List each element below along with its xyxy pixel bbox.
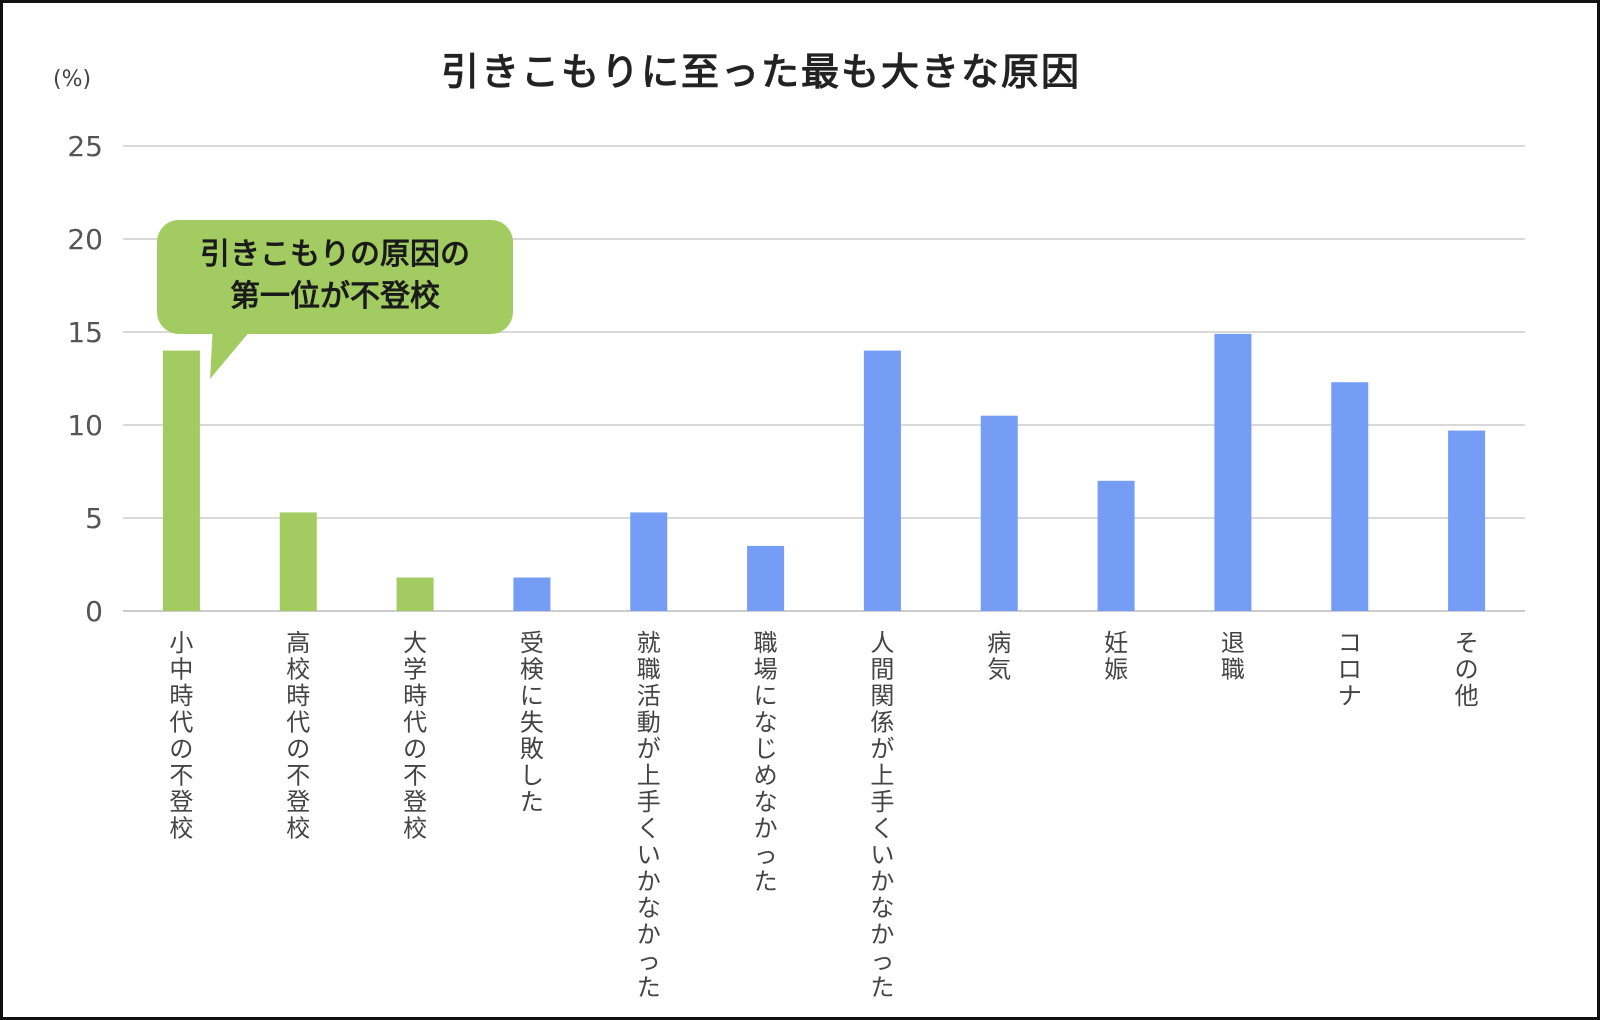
x-tick-label-5: 職場になじめなかった: [754, 629, 778, 896]
bar-11: [1448, 430, 1486, 611]
bar-3: [513, 577, 551, 611]
callout-annotation: 引きこもりの原因の 第一位が不登校: [157, 220, 513, 334]
grid-lines: [123, 145, 1525, 612]
bar-1: [279, 512, 317, 611]
bar-7: [980, 415, 1018, 611]
y-tick-label-0: 0: [85, 595, 103, 628]
bar-0: [162, 350, 200, 611]
x-tick-label-3: 受検に失敗した: [520, 629, 544, 816]
y-tick-label-15: 15: [67, 316, 103, 349]
x-tick-label-0: 小中時代の不登校: [169, 629, 193, 843]
bar-5: [747, 545, 785, 611]
bar-10: [1331, 382, 1369, 611]
bars: [162, 333, 1486, 611]
y-tick-label-20: 20: [67, 223, 103, 256]
bar-chart: 0 5 10 15 20 25 小中時代の不登校 高校時代の不登校 大学時代の不登校 受検に失敗…: [67, 130, 1525, 1002]
y-axis-ticks: 0 5 10 15 20 25: [67, 130, 103, 628]
y-axis-unit: (%): [53, 67, 92, 92]
bar-4: [630, 512, 668, 611]
x-tick-label-7: 病気: [987, 629, 1011, 684]
bar-9: [1214, 333, 1252, 611]
x-axis-labels: 小中時代の不登校 高校時代の不登校 大学時代の不登校 受検に失敗した 就職活動が上手くい…: [169, 629, 1478, 1002]
callout-pointer: [210, 325, 255, 379]
x-tick-label-9: 退職: [1221, 629, 1245, 684]
chart-title: 引きこもりに至った最も大きな原因: [440, 50, 1081, 94]
callout-line-1: 引きこもりの原因の: [200, 237, 470, 272]
y-tick-label-25: 25: [67, 130, 103, 163]
x-tick-label-8: 妊娠: [1104, 629, 1128, 684]
x-tick-label-6: 人間関係が上手くいかなかった: [870, 629, 894, 1002]
x-tick-label-1: 高校時代の不登校: [286, 629, 310, 843]
y-tick-label-10: 10: [67, 409, 103, 442]
x-tick-label-10: コロナ: [1338, 629, 1362, 710]
x-tick-label-4: 就職活動が上手くいかなかった: [637, 629, 661, 1002]
x-tick-label-11: その他: [1455, 629, 1479, 710]
bar-8: [1097, 480, 1135, 611]
x-tick-label-2: 大学時代の不登校: [403, 629, 427, 843]
bar-2: [396, 577, 434, 611]
bar-6: [863, 350, 901, 611]
callout-line-2: 第一位が不登校: [230, 279, 440, 314]
y-tick-label-5: 5: [85, 502, 103, 535]
